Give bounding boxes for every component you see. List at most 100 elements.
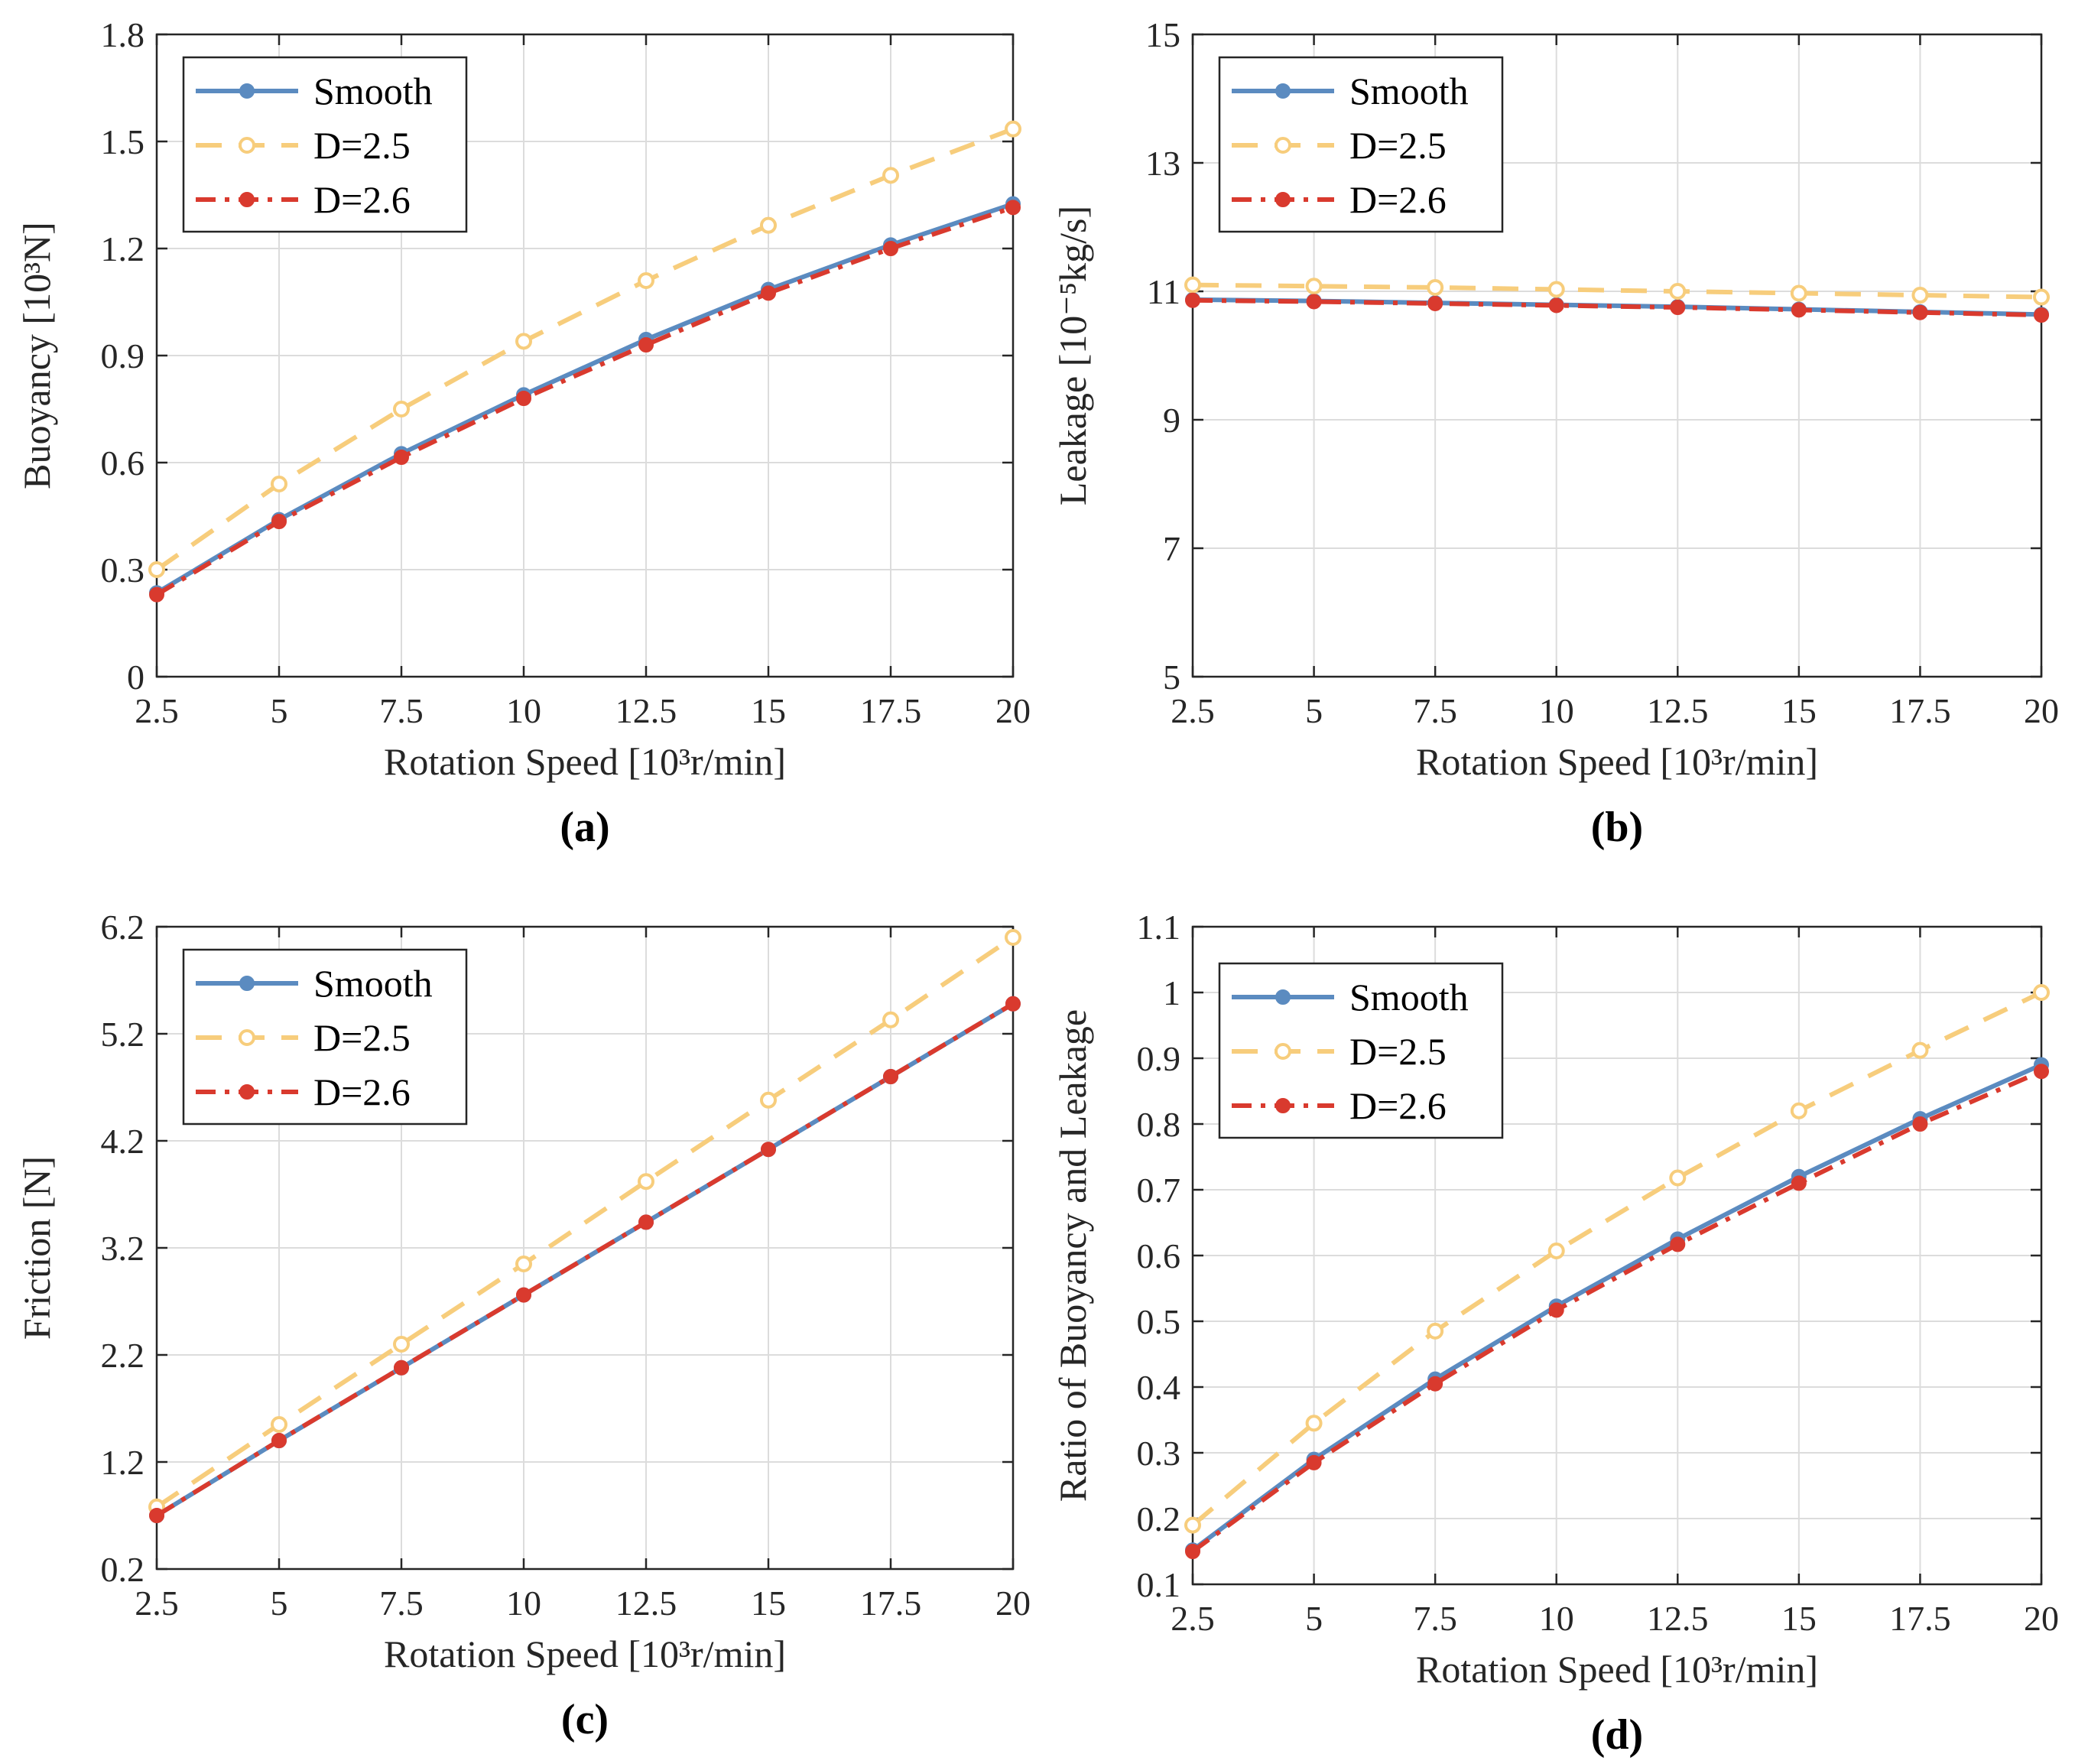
legend-entry-smooth: Smooth — [1349, 976, 1469, 1018]
y-tick-label: 3.2 — [101, 1229, 145, 1268]
y-tick-label: 6.2 — [101, 908, 145, 947]
y-tick-label: 13 — [1145, 144, 1180, 183]
x-tick-label: 7.5 — [379, 691, 424, 730]
x-tick-label: 7.5 — [1413, 1599, 1457, 1638]
legend-marker-d26 — [1275, 1098, 1291, 1113]
data-point-d26 — [394, 450, 409, 465]
data-point-d25 — [1911, 287, 1929, 304]
x-tick-label: 5 — [271, 691, 288, 730]
data-point-d26 — [1306, 294, 1322, 310]
data-point-d26 — [761, 1142, 776, 1158]
y-tick-label: 2.2 — [101, 1336, 145, 1375]
x-tick-label: 20 — [2024, 691, 2059, 730]
data-point-d25 — [393, 1336, 410, 1353]
x-tick-label: 15 — [751, 1584, 786, 1623]
data-point-d25 — [638, 1173, 654, 1191]
x-tick-label: 5 — [1305, 1599, 1323, 1638]
series-line-smooth — [155, 201, 1014, 595]
y-tick-label: 0.3 — [101, 551, 145, 590]
data-point-d26 — [149, 586, 164, 603]
x-tick-label: 10 — [1539, 1599, 1574, 1638]
data-point-d26 — [1791, 302, 1807, 318]
data-point-d26 — [638, 1214, 654, 1230]
x-axis-label: Rotation Speed [10³r/min] — [1416, 1648, 1818, 1691]
data-point-d25 — [393, 401, 410, 417]
series-line-d25 — [155, 935, 1015, 1509]
legend-box — [1218, 56, 1504, 233]
data-point-d26 — [2034, 1064, 2049, 1080]
legend-entry-smooth: Smooth — [313, 962, 433, 1005]
y-tick-label: 0.6 — [1137, 1236, 1181, 1275]
y-axis-label: Buoyancy [10³N] — [15, 222, 58, 489]
legend-entry-d25: D=2.5 — [1349, 124, 1447, 167]
data-point-d25 — [760, 1091, 777, 1109]
data-point-d25 — [760, 216, 777, 234]
data-point-d25 — [1427, 1322, 1444, 1340]
data-point-d25 — [1547, 1242, 1565, 1259]
data-point-d26 — [516, 391, 531, 406]
data-point-d26 — [271, 514, 287, 529]
y-tick-label: 0 — [127, 658, 145, 697]
x-tick-label: 12.5 — [1647, 1599, 1709, 1638]
data-point-d26 — [149, 1508, 164, 1523]
legend-marker-smooth — [239, 976, 255, 991]
y-tick-label: 4.2 — [101, 1122, 145, 1161]
data-point-d25 — [1305, 278, 1323, 295]
y-tick-label: 1.8 — [101, 15, 145, 54]
x-tick-label: 17.5 — [860, 1584, 922, 1623]
data-point-d25 — [1790, 1102, 1807, 1119]
series-line-d26 — [155, 205, 1014, 597]
x-tick-label: 10 — [506, 691, 541, 730]
x-tick-label: 12.5 — [615, 1584, 677, 1623]
x-tick-label: 15 — [1781, 1599, 1817, 1638]
x-tick-label: 2.5 — [1171, 1599, 1215, 1638]
data-point-d25 — [638, 272, 654, 289]
y-tick-label: 7 — [1163, 529, 1180, 568]
data-point-d26 — [1548, 297, 1564, 313]
data-point-d26 — [1185, 292, 1200, 308]
x-tick-label: 5 — [1305, 691, 1323, 730]
data-point-d25 — [1305, 1415, 1323, 1432]
y-tick-label: 0.1 — [1137, 1565, 1181, 1604]
legend-box — [1218, 962, 1504, 1139]
data-point-d25 — [882, 1011, 899, 1028]
legend-entry-d26: D=2.6 — [1349, 178, 1447, 221]
y-tick-label: 1.2 — [101, 229, 145, 268]
data-point-d26 — [1912, 304, 1928, 320]
data-point-d26 — [2034, 307, 2049, 323]
data-point-d26 — [1005, 200, 1021, 216]
y-tick-label: 5 — [1163, 658, 1180, 697]
legend-marker-smooth — [1275, 83, 1291, 99]
x-tick-label: 2.5 — [135, 691, 179, 730]
data-point-d26 — [1670, 300, 1686, 315]
y-tick-label: 0.5 — [1137, 1302, 1181, 1341]
x-axis-label: Rotation Speed [10³r/min] — [384, 1632, 786, 1675]
x-tick-label: 5 — [271, 1584, 288, 1623]
data-point-d25 — [1005, 929, 1021, 946]
y-tick-label: 0.7 — [1137, 1171, 1181, 1210]
series-line-d26 — [1192, 297, 2042, 318]
data-point-d25 — [515, 333, 532, 350]
data-point-d26 — [516, 1287, 531, 1303]
x-tick-label: 2.5 — [1171, 691, 1215, 730]
data-point-d25 — [271, 1416, 287, 1433]
data-point-d25 — [1911, 1041, 1929, 1059]
legend-entry-smooth: Smooth — [1349, 70, 1469, 112]
legend-marker-d26 — [239, 1084, 255, 1100]
legend-entry-d26: D=2.6 — [1349, 1084, 1447, 1127]
x-tick-label: 15 — [1781, 691, 1817, 730]
y-tick-label: 0.6 — [101, 443, 145, 482]
x-tick-label: 17.5 — [1889, 691, 1951, 730]
y-tick-label: 1.1 — [1137, 908, 1181, 947]
y-tick-label: 15 — [1145, 15, 1180, 54]
plot-frame — [1191, 33, 2043, 678]
legend-box — [182, 56, 468, 233]
series-line-d25 — [155, 126, 1015, 572]
panel-d: 2.5 5 7.5 10 12.5 15 17.5 20 0.1 0.2 0.3 0.4 0.5 0.6 0… — [1051, 908, 2059, 1759]
data-point-d26 — [1427, 1376, 1443, 1392]
data-point-d26 — [1185, 1544, 1200, 1559]
y-axis-label: Leakage [10⁻⁵kg/s] — [1051, 206, 1094, 505]
series-line-smooth — [1191, 1062, 2043, 1552]
y-tick-label: 0.4 — [1137, 1368, 1181, 1407]
